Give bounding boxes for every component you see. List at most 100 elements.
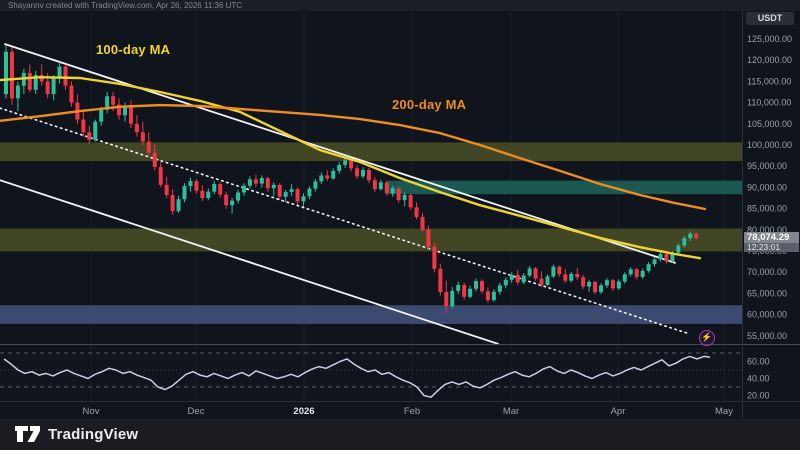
candle-body xyxy=(218,184,223,195)
candle xyxy=(51,75,56,101)
candle-body xyxy=(640,270,645,277)
candle-body xyxy=(212,184,217,192)
candle xyxy=(361,167,365,179)
tradingview-logo-text: TradingView xyxy=(48,425,139,443)
candle xyxy=(349,158,354,172)
candle-body xyxy=(634,269,639,277)
candle-body xyxy=(670,252,675,262)
candle xyxy=(331,168,336,180)
attribution-text: Shayannv created with TradingView.com, A… xyxy=(8,1,243,10)
candle xyxy=(93,119,98,142)
candle-body xyxy=(646,264,651,271)
candle-body xyxy=(378,182,383,190)
candle xyxy=(682,236,687,248)
candle xyxy=(527,265,532,278)
ma200-label: 200-day MA xyxy=(392,97,467,112)
candle xyxy=(134,115,139,137)
candle-body xyxy=(176,199,181,212)
candle-body xyxy=(343,160,348,165)
candle xyxy=(694,232,699,240)
candle-body xyxy=(111,96,116,105)
candle xyxy=(337,161,342,174)
time-tick-label: Feb xyxy=(404,406,420,417)
candle-body xyxy=(123,106,127,116)
candle-body xyxy=(152,152,157,168)
time-scale[interactable]: Nov Dec 2026 Feb Mar Apr May xyxy=(83,406,734,417)
candle-body xyxy=(539,278,544,285)
candle-body xyxy=(283,192,288,197)
candle xyxy=(366,167,371,184)
candle-body xyxy=(140,132,145,142)
candle-body xyxy=(628,269,633,275)
candle xyxy=(569,272,574,283)
candle xyxy=(658,251,663,262)
candle xyxy=(515,270,520,285)
candle-body xyxy=(396,188,401,201)
candle xyxy=(688,231,693,241)
candle xyxy=(301,193,306,207)
tradingview-logo-icon xyxy=(15,426,40,442)
candle-body xyxy=(420,217,425,230)
candle xyxy=(593,280,598,295)
candle-body xyxy=(105,96,110,110)
time-tick-label: Dec xyxy=(188,406,205,417)
tradingview-logo[interactable]: TradingView xyxy=(14,425,138,443)
candle-body xyxy=(384,182,389,194)
candle xyxy=(634,267,639,280)
candle-body xyxy=(569,273,574,281)
candle-body xyxy=(545,276,550,285)
rsi-pane xyxy=(0,352,742,398)
candle xyxy=(265,176,270,192)
price-tick-label: 90,000.00 xyxy=(747,182,787,192)
candle xyxy=(158,161,163,188)
candle xyxy=(468,285,473,299)
candle xyxy=(497,282,502,295)
candle-body xyxy=(27,72,32,90)
candle-body xyxy=(432,246,437,269)
candle-body xyxy=(450,290,455,307)
candle xyxy=(450,287,455,309)
candle-body xyxy=(438,268,443,293)
currency-badge[interactable]: USDT xyxy=(746,12,794,25)
candle xyxy=(438,263,443,296)
candle xyxy=(33,70,38,95)
candle-body xyxy=(604,280,609,286)
candles-layer xyxy=(4,45,699,313)
candle xyxy=(307,186,312,200)
candle-body xyxy=(509,274,514,280)
candle-body xyxy=(337,164,342,171)
candle-body xyxy=(289,189,294,193)
candle xyxy=(646,262,651,273)
price-tick-label: 105,000.00 xyxy=(747,119,792,129)
candle-body xyxy=(128,106,133,124)
price-tick-label: 115,000.00 xyxy=(747,76,791,86)
time-tick-label: Nov xyxy=(83,406,100,417)
candle xyxy=(271,182,276,196)
candle-body xyxy=(444,292,449,307)
candle xyxy=(283,189,288,203)
support-zone-blue xyxy=(0,305,742,324)
candle-body xyxy=(4,51,8,95)
time-tick-label: 2026 xyxy=(293,406,314,417)
candle-body xyxy=(503,279,508,286)
candle-body xyxy=(230,200,235,206)
candle xyxy=(289,184,294,196)
price-tick-label: 70,000.00 xyxy=(747,267,787,277)
lightning-icon[interactable]: ⚡ xyxy=(699,330,715,346)
candle-body xyxy=(533,268,538,279)
candle-body xyxy=(63,66,68,86)
price-tick-label: 95,000.00 xyxy=(747,161,787,171)
rsi-tick-label: 60.00 xyxy=(747,357,770,367)
candle-body xyxy=(57,66,62,78)
candle xyxy=(170,189,175,215)
candle-body xyxy=(242,185,246,193)
candle-body xyxy=(456,284,461,291)
candle-body xyxy=(134,123,139,133)
candle-body xyxy=(372,180,377,190)
candle-body xyxy=(581,277,586,287)
candle xyxy=(140,121,145,145)
footer-bar: TradingView xyxy=(0,419,800,450)
trendlines-layer xyxy=(0,43,691,344)
